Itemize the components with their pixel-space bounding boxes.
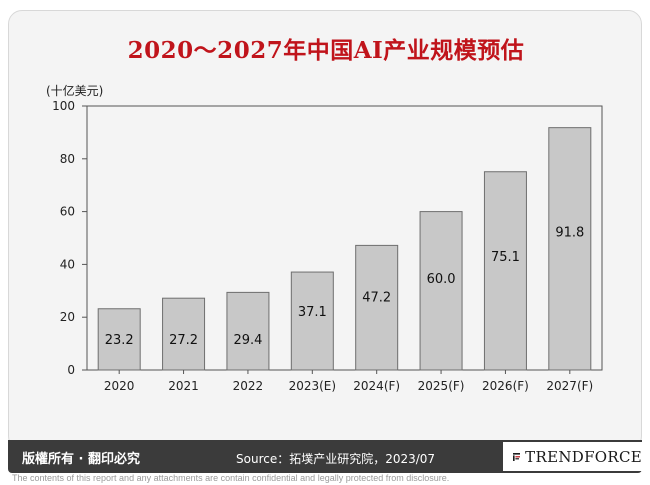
brand-name: TRENDFORCE: [525, 447, 642, 466]
bar-value-label: 75.1: [491, 250, 520, 265]
bar-value-label: 23.2: [105, 333, 134, 348]
bar-value-label: 91.8: [555, 226, 584, 241]
bar-value-label: 27.2: [169, 333, 198, 348]
plot-area-frame: [86, 105, 603, 371]
bar: [226, 291, 270, 371]
trendforce-logo: TRENDFORCE: [503, 442, 642, 471]
x-tick-label: 2021: [168, 379, 199, 393]
bar: [97, 308, 141, 371]
bar-value-label: 37.1: [298, 305, 327, 320]
bar-chart: 0 20 40 60 80 100 23.2 2020 27.2 2021 29.4 2022 37.1…: [52, 99, 603, 393]
source-note: Source：拓墣产业研究院，2023/07: [236, 452, 436, 466]
footer-bar: 版權所有 · 翻印必究 Source：拓墣产业研究院，2023/07 TREND…: [8, 440, 642, 473]
bar: [162, 297, 206, 371]
bar: [290, 271, 334, 371]
trendforce-logo-icon: [513, 452, 521, 461]
bar: [483, 171, 527, 371]
x-tick-label: 2020: [104, 379, 135, 393]
bar-value-label: 47.2: [362, 290, 391, 305]
x-tick-label: 2025(F): [418, 379, 465, 393]
x-tick-label: 2024(F): [353, 379, 400, 393]
bar-value-label: 60.0: [427, 272, 456, 287]
y-axis-label: (十亿美元): [46, 84, 104, 98]
bar: [355, 244, 399, 371]
bar: [419, 211, 463, 371]
y-tick-label: 80: [60, 152, 75, 166]
y-tick-label: 0: [67, 363, 75, 377]
x-tick-label: 2027(F): [546, 379, 593, 393]
x-tick-label: 2023(E): [289, 379, 336, 393]
y-tick-label: 100: [52, 99, 75, 113]
bar: [548, 127, 592, 371]
x-tick-label: 2022: [233, 379, 264, 393]
disclaimer-text: The contents of this report and any atta…: [12, 473, 450, 483]
y-tick-label: 20: [60, 310, 75, 324]
copyright-notice: 版權所有 · 翻印必究: [22, 452, 140, 467]
y-tick-label: 60: [60, 205, 75, 219]
chart-card: 2020～2027年中国AI产业规模预估: [8, 10, 642, 450]
bar-value-label: 29.4: [233, 333, 262, 348]
y-tick-label: 40: [60, 257, 75, 271]
chart-title: 2020～2027年中国AI产业规模预估: [127, 37, 525, 64]
x-tick-label: 2026(F): [482, 379, 529, 393]
